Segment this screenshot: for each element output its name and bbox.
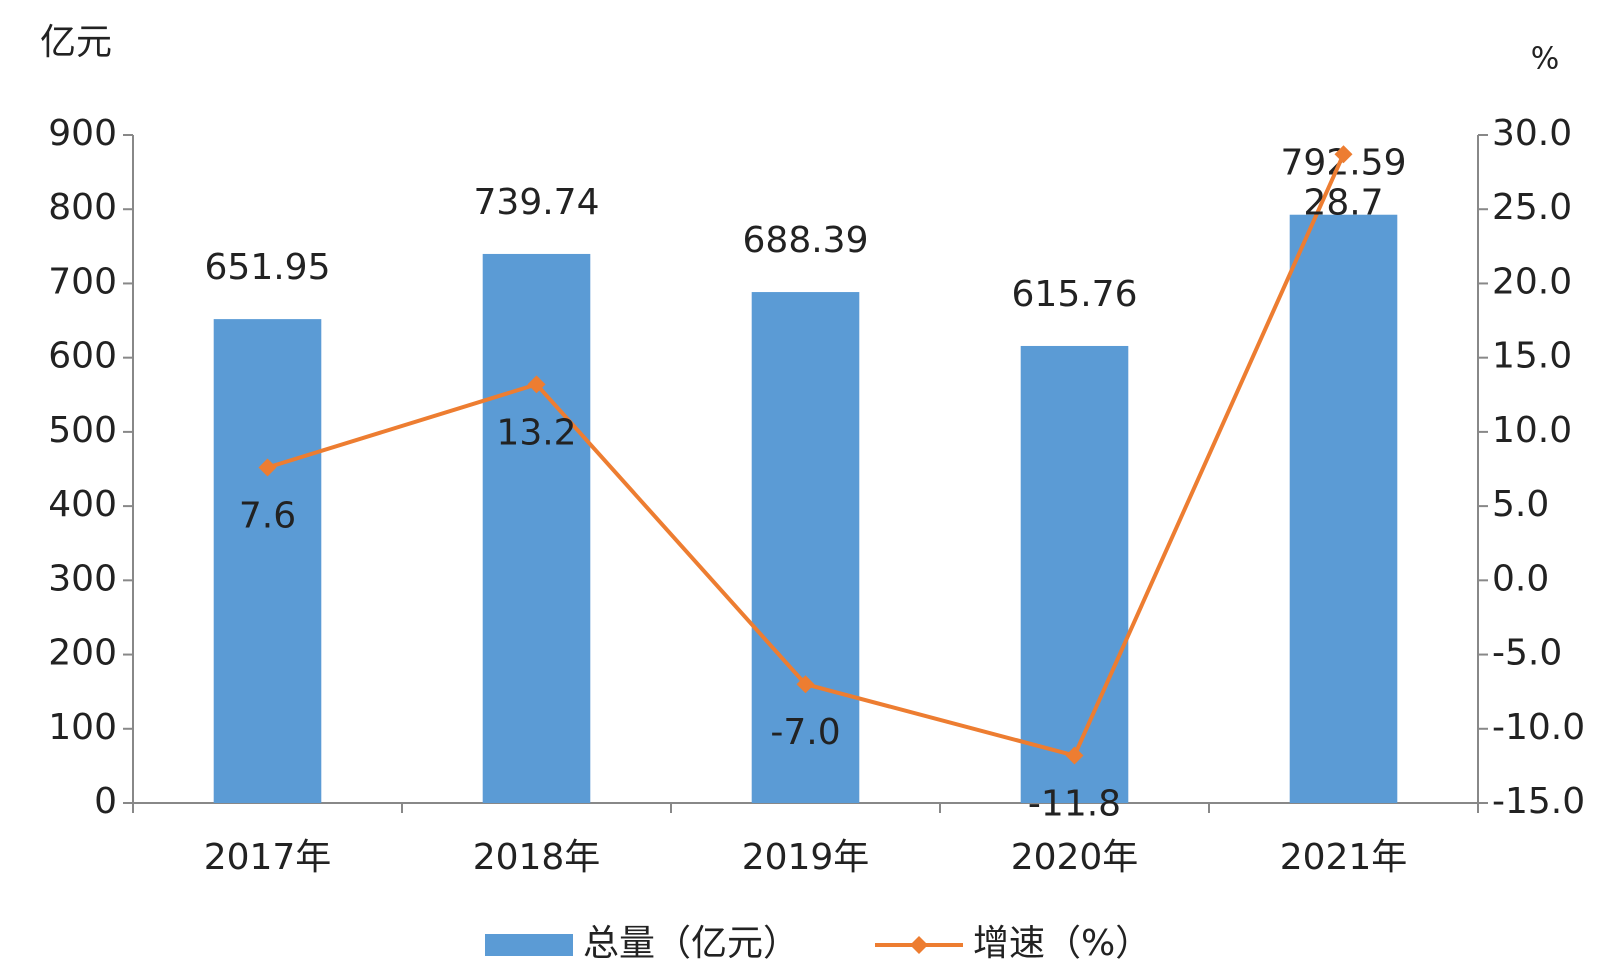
bar bbox=[482, 253, 591, 803]
line-marker bbox=[1334, 145, 1353, 164]
bar-value-label: 688.39 bbox=[743, 220, 869, 261]
line-marker bbox=[258, 458, 277, 477]
legend-swatch bbox=[485, 934, 573, 956]
y2-tick-label: 30.0 bbox=[1492, 113, 1572, 154]
y2-tick-label: 20.0 bbox=[1492, 261, 1572, 302]
bar-value-label: 615.76 bbox=[1012, 274, 1138, 315]
legend-swatch-marker bbox=[910, 936, 928, 954]
line-value-label: -7.0 bbox=[770, 712, 840, 753]
y-tick-label: 800 bbox=[48, 187, 117, 228]
y-tick-label: 600 bbox=[48, 336, 117, 377]
y2-tick-label: -5.0 bbox=[1492, 633, 1562, 674]
line-value-label: 13.2 bbox=[496, 412, 576, 453]
y2-tick-label: 25.0 bbox=[1492, 187, 1572, 228]
line-marker bbox=[796, 675, 815, 694]
bar bbox=[751, 292, 860, 803]
bar bbox=[1289, 214, 1398, 803]
y-axis-label: 亿元 bbox=[40, 22, 112, 63]
y2-tick-label: 10.0 bbox=[1492, 410, 1572, 451]
bar bbox=[213, 319, 322, 803]
y2-tick-label: -15.0 bbox=[1492, 781, 1585, 822]
x-tick-label: 2019年 bbox=[742, 837, 870, 878]
legend-label: 总量（亿元） bbox=[583, 923, 799, 964]
y-tick-label: 0 bbox=[94, 781, 117, 822]
y2-axis-label: % bbox=[1531, 42, 1560, 77]
y2-tick-label: -10.0 bbox=[1492, 707, 1585, 748]
y2-tick-label: 5.0 bbox=[1492, 484, 1549, 525]
legend-label: 增速（%） bbox=[973, 923, 1151, 964]
y-tick-label: 200 bbox=[48, 633, 117, 674]
bar-value-label: 651.95 bbox=[205, 247, 331, 288]
x-tick-label: 2020年 bbox=[1011, 837, 1139, 878]
x-tick-label: 2021年 bbox=[1280, 837, 1408, 878]
y2-tick-label: 15.0 bbox=[1492, 336, 1572, 377]
x-tick-label: 2018年 bbox=[473, 837, 601, 878]
y2-tick-label: 0.0 bbox=[1492, 558, 1549, 599]
y-tick-label: 300 bbox=[48, 558, 117, 599]
line-marker bbox=[1065, 746, 1084, 765]
line-value-label: -11.8 bbox=[1028, 783, 1121, 824]
bar-value-label: 739.74 bbox=[474, 182, 600, 223]
y-tick-label: 100 bbox=[48, 707, 117, 748]
y-tick-label: 700 bbox=[48, 261, 117, 302]
line-marker bbox=[527, 375, 546, 394]
x-tick-label: 2017年 bbox=[204, 837, 332, 878]
y-tick-label: 400 bbox=[48, 484, 117, 525]
bar bbox=[1020, 345, 1129, 803]
y-tick-label: 900 bbox=[48, 113, 117, 154]
line-value-label: 7.6 bbox=[239, 496, 296, 537]
y-tick-label: 500 bbox=[48, 410, 117, 451]
line-value-label: 28.7 bbox=[1303, 182, 1383, 223]
